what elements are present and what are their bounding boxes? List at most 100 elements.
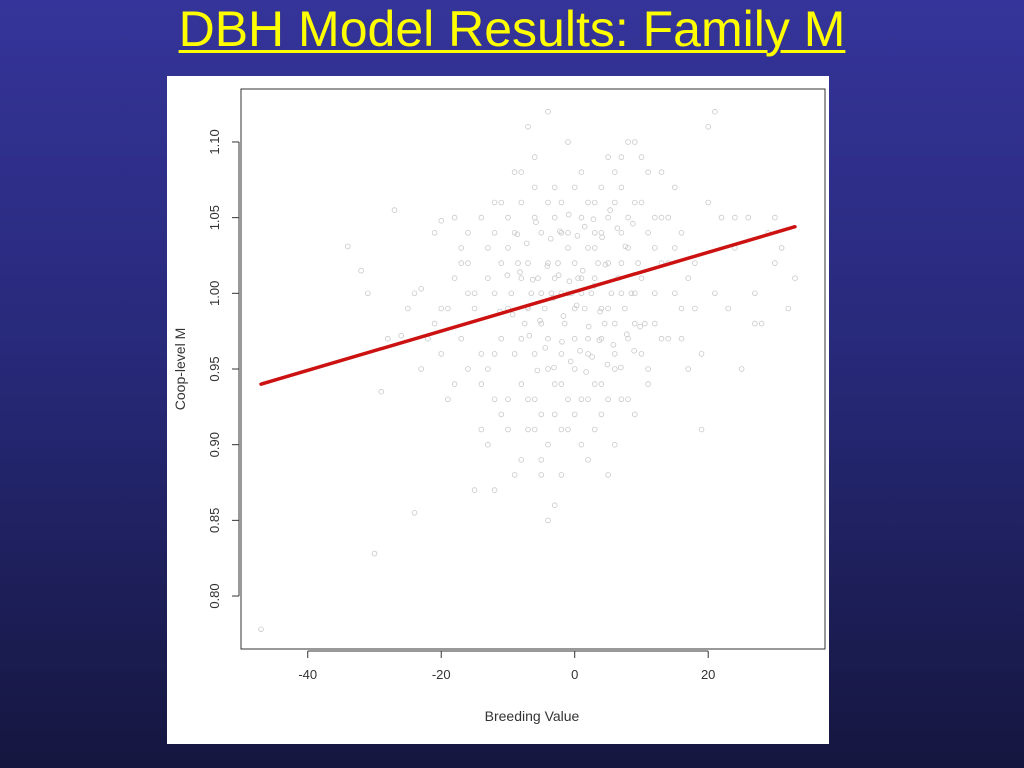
data-point xyxy=(551,275,558,282)
data-point xyxy=(515,260,521,266)
data-point xyxy=(651,290,658,297)
data-point xyxy=(591,426,598,433)
data-point xyxy=(752,320,758,327)
data-point xyxy=(583,369,589,375)
x-tick-label: 20 xyxy=(701,667,715,682)
slide-title: DBH Model Results: Family M xyxy=(178,1,846,57)
data-point xyxy=(545,366,551,372)
data-point xyxy=(631,347,637,354)
data-point xyxy=(567,358,574,365)
data-point xyxy=(551,184,558,191)
points-layer xyxy=(258,108,798,633)
data-point xyxy=(398,332,405,339)
data-point xyxy=(418,286,425,292)
data-point xyxy=(525,396,531,403)
data-point xyxy=(598,184,605,191)
data-point xyxy=(565,396,571,403)
data-point xyxy=(538,230,545,236)
data-point xyxy=(533,219,539,226)
data-point xyxy=(491,230,498,236)
data-point xyxy=(565,230,571,236)
data-point xyxy=(514,231,521,238)
data-point xyxy=(545,441,551,448)
data-point xyxy=(531,184,538,191)
data-point xyxy=(471,290,478,297)
data-point xyxy=(491,487,498,493)
data-point xyxy=(595,260,601,266)
data-point xyxy=(471,487,478,493)
data-point xyxy=(418,366,425,372)
data-point xyxy=(601,320,608,327)
data-point xyxy=(451,381,458,387)
data-point xyxy=(504,272,511,279)
data-point xyxy=(478,214,485,221)
data-point xyxy=(545,335,551,342)
data-point xyxy=(535,275,541,282)
data-point xyxy=(617,364,624,371)
data-point xyxy=(465,230,471,236)
data-point xyxy=(671,290,678,297)
data-point xyxy=(618,396,625,403)
data-point xyxy=(385,335,391,342)
data-point xyxy=(558,381,565,387)
data-point xyxy=(345,243,351,250)
data-point xyxy=(478,351,485,357)
data-point xyxy=(598,305,605,312)
data-point xyxy=(578,214,585,221)
data-point xyxy=(712,108,718,115)
data-point xyxy=(665,335,672,342)
data-point xyxy=(638,275,645,282)
data-point xyxy=(551,381,558,387)
data-point xyxy=(518,169,525,175)
data-point xyxy=(785,305,792,312)
data-point xyxy=(258,626,264,633)
data-point xyxy=(491,199,498,206)
data-point xyxy=(573,302,580,309)
data-point xyxy=(625,335,631,342)
data-point xyxy=(579,267,586,274)
y-tick-label: 1.00 xyxy=(207,281,222,306)
data-point xyxy=(511,169,518,175)
data-point xyxy=(665,214,672,221)
data-point xyxy=(485,441,491,448)
data-point xyxy=(531,351,538,357)
data-point xyxy=(518,456,525,463)
data-point xyxy=(585,396,591,403)
data-point xyxy=(725,305,731,312)
data-point xyxy=(358,267,364,274)
data-point xyxy=(538,290,545,297)
data-point xyxy=(578,441,585,448)
data-point xyxy=(611,320,618,327)
data-point xyxy=(678,305,685,312)
data-point xyxy=(692,260,698,266)
data-point xyxy=(605,260,611,266)
data-point xyxy=(571,411,578,418)
data-point xyxy=(491,396,498,403)
data-point xyxy=(645,230,651,236)
x-tick-label: -40 xyxy=(298,667,317,682)
y-axis-title: Coop-level M xyxy=(172,328,188,410)
data-point xyxy=(622,243,629,250)
data-point xyxy=(597,308,603,315)
data-point xyxy=(637,323,643,330)
data-point xyxy=(625,396,631,403)
data-point xyxy=(445,305,451,312)
data-point xyxy=(548,290,555,297)
x-axis: -40 -20 0 20 xyxy=(298,650,715,682)
data-point xyxy=(611,366,618,372)
data-point xyxy=(566,278,573,285)
data-point xyxy=(591,381,598,387)
data-point xyxy=(578,169,585,175)
data-point xyxy=(511,472,518,478)
data-point xyxy=(581,223,588,230)
data-point xyxy=(551,411,558,418)
data-point xyxy=(585,456,591,463)
data-point xyxy=(451,275,458,282)
y-tick-label: 0.90 xyxy=(207,432,222,457)
data-point xyxy=(618,290,625,297)
data-point xyxy=(525,426,531,433)
fit-line-layer xyxy=(259,224,797,386)
data-point xyxy=(698,426,705,433)
data-point xyxy=(438,351,445,357)
data-point xyxy=(578,396,585,403)
